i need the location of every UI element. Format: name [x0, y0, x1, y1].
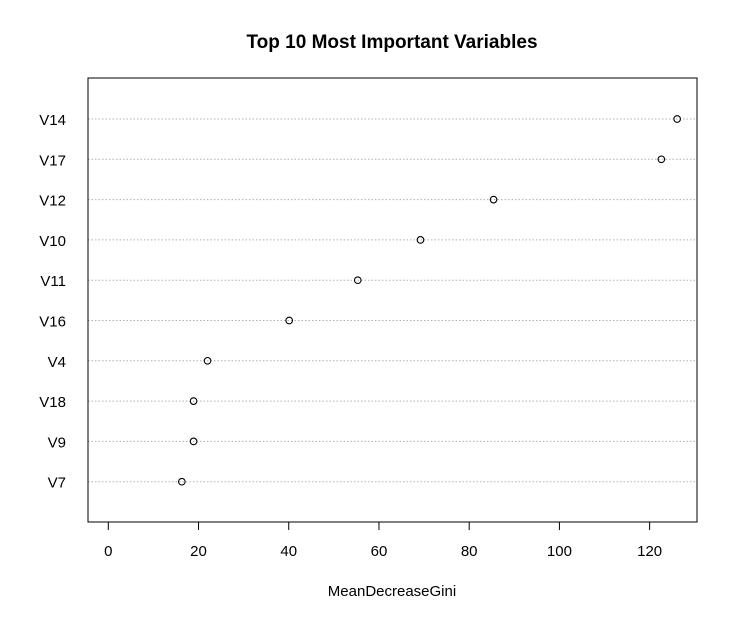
y-tick-label-v7: V7: [48, 475, 66, 492]
data-point-v12: [489, 195, 498, 204]
data-point-v17: [657, 155, 666, 164]
x-axis: 0 20 40 60 80 100 120: [104, 521, 662, 560]
x-tick-label-100: 100: [547, 543, 572, 560]
y-tick-label-v10: V10: [39, 233, 66, 250]
data-point-v4: [203, 356, 212, 365]
y-tick-label-v17: V17: [39, 152, 66, 169]
x-tick-label-80: 80: [461, 543, 478, 560]
y-tick-label-v4: V4: [48, 354, 66, 371]
data-point-v10: [416, 236, 425, 244]
plot-frame: [87, 77, 698, 523]
data-point-v14: [673, 115, 682, 123]
grid-lines: [88, 118, 697, 483]
y-tick-label-v18: V18: [39, 394, 66, 411]
data-point-v16: [285, 316, 294, 325]
data-point-v11: [353, 276, 362, 285]
x-tick-label-120: 120: [637, 543, 662, 560]
y-tick-labels: V14 V17 V12 V10 V11 V16 V4 V18 V9 V7: [39, 112, 66, 492]
x-tick-label-40: 40: [280, 543, 297, 560]
chart-title: Top 10 Most Important Variables: [246, 32, 537, 53]
y-tick-label-v12: V12: [39, 193, 66, 210]
y-tick-label-v9: V9: [48, 434, 66, 451]
x-tick-label-0: 0: [104, 543, 112, 560]
x-tick-label-20: 20: [190, 543, 207, 560]
data-point-v18: [189, 397, 198, 405]
data-points: [177, 115, 682, 486]
y-tick-label-v11: V11: [40, 273, 66, 290]
data-point-v7: [177, 477, 186, 486]
x-axis-label: MeanDecreaseGini: [328, 583, 456, 600]
data-point-v9: [189, 437, 198, 446]
y-tick-label-v16: V16: [39, 314, 66, 331]
x-tick-label-60: 60: [371, 543, 388, 560]
y-tick-label-v14: V14: [39, 112, 66, 129]
